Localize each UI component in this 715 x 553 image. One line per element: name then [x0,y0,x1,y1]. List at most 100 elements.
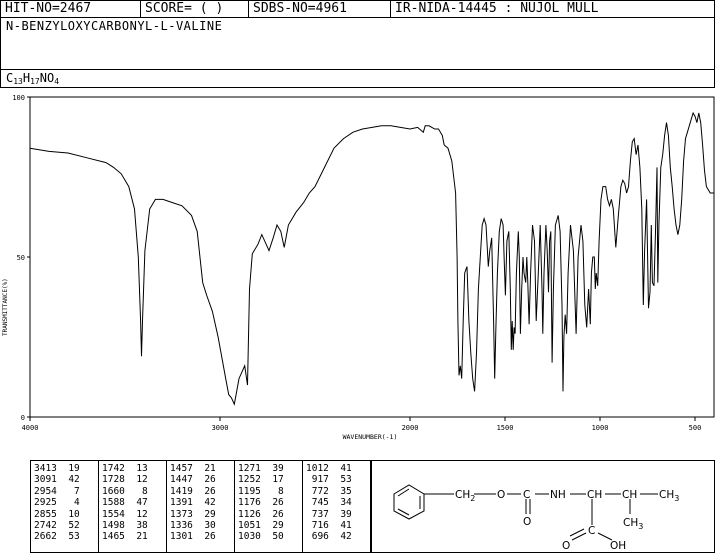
peak-wavenumber: 2855 [34,508,57,520]
methyl-group: CH3 [659,489,679,503]
alpha-ch: CH [587,489,602,501]
molecular-formula: C13H17NO4 [6,71,60,86]
peak-wavenumber: 1195 [238,485,261,497]
peak-wavenumber: 2925 [34,497,57,509]
nh-group: NH [550,489,566,501]
peak-column-divider [98,461,99,552]
peak-column: 1742 13 1728 12 1660 8 1588 47 1554 12 1498 3… [102,463,148,543]
methyl-group: CH3 [623,517,643,531]
peak-transmittance: 8 [260,485,284,497]
peak-transmittance: 38 [124,520,148,532]
peak-wavenumber: 1465 [102,531,125,543]
peak-wavenumber: 3091 [34,474,57,486]
peak-row: 2954 7 [34,486,80,497]
acid-carbonyl-oxygen: O [562,540,570,552]
peak-wavenumber: 1588 [102,497,125,509]
peak-column: 1457 21 1447 26 1419 26 1391 42 1373 29 1336 … [170,463,216,543]
peak-row: 1742 13 [102,463,148,474]
plot-frame [29,96,715,418]
peak-wavenumber: 1742 [102,463,125,474]
peak-row: 696 42 [306,531,352,542]
peak-wavenumber: 1391 [170,497,193,509]
header-divider [390,0,391,17]
peak-row: 1660 8 [102,486,148,497]
peak-row: 1176 26 [238,497,284,508]
peak-transmittance: 29 [192,508,216,520]
peak-transmittance: 4 [56,497,80,509]
peak-row: 3091 42 [34,474,80,485]
hydroxyl-group: OH [610,540,626,552]
peak-transmittance: 26 [260,508,284,520]
peak-row: 1126 26 [238,509,284,520]
peak-transmittance: 42 [328,531,352,543]
peak-wavenumber: 2954 [34,485,57,497]
peak-wavenumber: 696 [306,531,329,543]
peak-transmittance: 21 [192,463,216,474]
benzene-ring [393,484,425,520]
peak-wavenumber: 917 [306,474,329,486]
peak-transmittance: 21 [124,531,148,543]
peak-row: 745 34 [306,497,352,508]
peak-wavenumber: 1447 [170,474,193,486]
beta-ch: CH [622,489,637,501]
peak-wavenumber: 2662 [34,531,57,543]
peak-transmittance: 39 [260,463,284,474]
peak-transmittance: 19 [56,463,80,474]
hit-number: HIT-NO=2467 [5,1,92,16]
peak-transmittance: 13 [124,463,148,474]
peak-transmittance: 29 [260,520,284,532]
peak-wavenumber: 737 [306,508,329,520]
peak-transmittance: 17 [260,474,284,486]
peak-row: 1051 29 [238,520,284,531]
peak-row: 1457 21 [170,463,216,474]
peak-row: 1419 26 [170,486,216,497]
peak-wavenumber: 3413 [34,463,57,474]
peak-transmittance: 12 [124,508,148,520]
peak-wavenumber: 1660 [102,485,125,497]
peak-transmittance: 47 [124,497,148,509]
structure-diagram: CH2 O C NH CH CH CH3 CH3 O C O OH [393,484,679,552]
peak-row: 1252 17 [238,474,284,485]
peak-column: 1012 41 917 53 772 35 745 34 737 39 716 … [306,463,352,543]
carbonyl-oxygen: O [523,516,531,528]
x-axis-label: WAVENUMBER(-1) [343,433,398,441]
peak-transmittance: 10 [56,508,80,520]
peak-transmittance: 35 [328,485,352,497]
peak-wavenumber: 745 [306,497,329,509]
peak-row: 772 35 [306,486,352,497]
peak-wavenumber: 1301 [170,531,193,543]
peak-transmittance: 26 [260,497,284,509]
peak-transmittance: 26 [192,474,216,486]
peak-wavenumber: 1126 [238,508,261,520]
peak-transmittance: 26 [192,531,216,543]
peak-wavenumber: 1498 [102,520,125,532]
y-tick-label: 50 [17,254,25,262]
peak-row: 1271 39 [238,463,284,474]
peak-transmittance: 42 [56,474,80,486]
peak-transmittance: 50 [260,531,284,543]
peak-transmittance: 30 [192,520,216,532]
peak-transmittance: 34 [328,497,352,509]
compound-name: N-BENZYLOXYCARBONYL-L-VALINE [6,19,223,33]
peak-wavenumber: 1373 [170,508,193,520]
sdbs-number: SDBS-NO=4961 [253,1,347,16]
peak-transmittance: 41 [328,520,352,532]
peak-row: 1301 26 [170,531,216,542]
peak-column-divider [234,461,235,552]
peak-row: 716 41 [306,520,352,531]
peak-transmittance: 8 [124,485,148,497]
peak-row: 1447 26 [170,474,216,485]
peak-transmittance: 53 [56,531,80,543]
peak-transmittance: 53 [328,474,352,486]
peak-row: 1373 29 [170,509,216,520]
peak-wavenumber: 1271 [238,463,261,474]
peak-row: 2855 10 [34,509,80,520]
score: SCORE= ( ) [145,1,224,16]
x-tick-label: 4000 [22,424,39,432]
peak-wavenumber: 1030 [238,531,261,543]
peak-row: 1012 41 [306,463,352,474]
peak-row: 1728 12 [102,474,148,485]
peak-column: 3413 19 3091 42 2954 7 2925 4 2855 10 2742 52… [34,463,80,543]
peak-transmittance: 39 [328,508,352,520]
peak-wavenumber: 1554 [102,508,125,520]
